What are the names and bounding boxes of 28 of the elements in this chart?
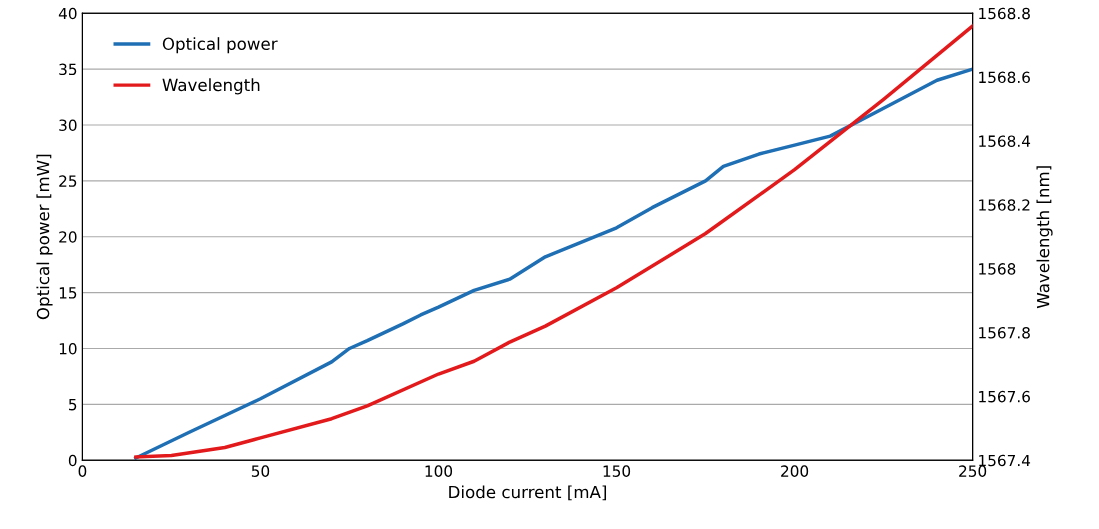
x-tick-label: 200 [781,465,809,477]
y-tick-label: 35 [59,63,77,76]
y-tick-label: 40 [58,7,77,20]
y2-tick-label: 1567.8 [979,326,1030,339]
y-tick-label: 5 [69,399,77,411]
y-tick-label: 15 [59,287,77,299]
y2-tick-label: 1567.6 [979,390,1030,403]
legend-label: Wavelength [162,78,260,95]
x-tick-label: 0 [78,465,87,477]
y-tick-label: 25 [59,175,77,187]
x-tick-label: 50 [251,465,270,477]
y-tick-label: 0 [68,454,77,467]
y-tick-label: 30 [59,119,77,131]
y2-tick-label: 1568.2 [979,199,1030,211]
y2-tick-label: 1568.8 [979,7,1030,20]
x-axis-title: Diode current [mA] [449,485,607,501]
y2-tick-label: 1567.4 [979,454,1031,467]
y2-tick-label: 1568.6 [979,71,1030,84]
y-tick-label: 10 [59,342,77,355]
y2-tick-label: 1568 [979,263,1016,275]
y-axis-title: Optical power [mW] [36,154,53,320]
x-tick-label: 100 [425,465,453,477]
legend-label: Optical power [162,37,278,54]
y2-axis-title: Wavelength [nm] [1036,166,1053,309]
y-tick-label: 20 [59,231,77,243]
x-tick-label: 150 [603,465,631,477]
y2-tick-label: 1568.4 [979,135,1031,147]
x-tick-label: 250 [959,465,987,477]
